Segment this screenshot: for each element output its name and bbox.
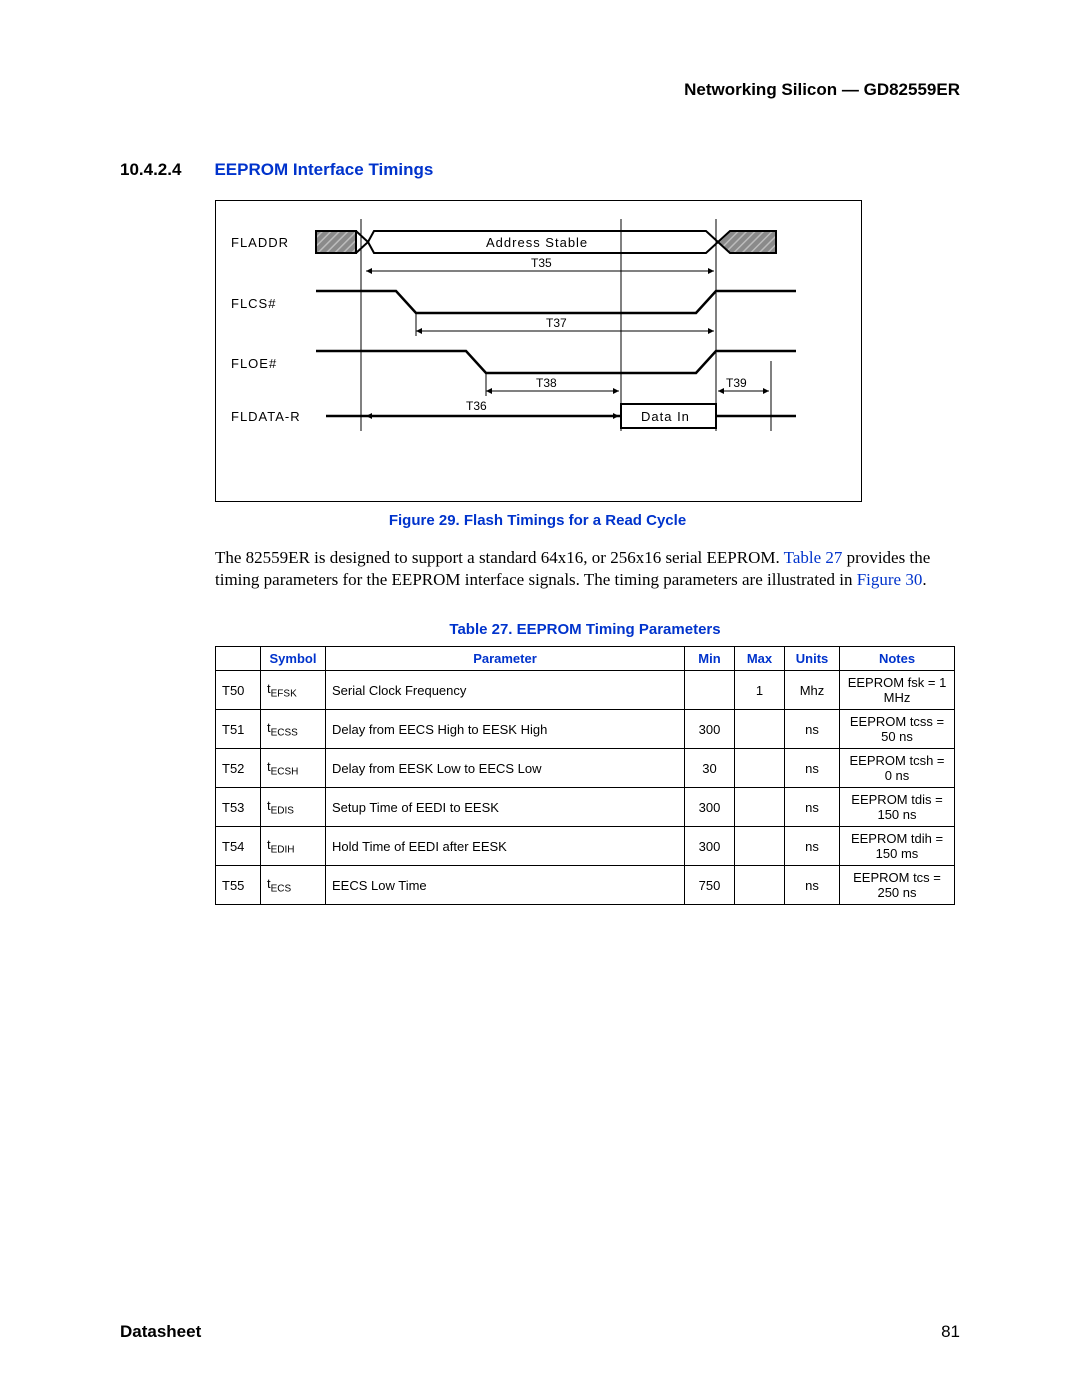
signal-label-floe: FLOE# (231, 356, 277, 371)
cell-symbol: tEDIS (261, 788, 326, 827)
cell-min (685, 671, 735, 710)
figure-caption: Figure 29. Flash Timings for a Read Cycl… (215, 512, 860, 529)
cell-param: EECS Low Time (326, 866, 685, 905)
cell-min: 300 (685, 788, 735, 827)
cell-units: ns (785, 866, 840, 905)
cell-symbol: tECSS (261, 710, 326, 749)
cell-param: Setup Time of EEDI to EESK (326, 788, 685, 827)
cell-id: T53 (216, 788, 261, 827)
address-stable-label: Address Stable (486, 235, 588, 250)
cell-param: Delay from EESK Low to EECS Low (326, 749, 685, 788)
cell-id: T55 (216, 866, 261, 905)
th-blank (216, 647, 261, 671)
cell-id: T54 (216, 827, 261, 866)
cell-units: ns (785, 827, 840, 866)
th-min: Min (685, 647, 735, 671)
cell-notes: EEPROM tcss = 50 ns (840, 710, 955, 749)
footer-right: 81 (941, 1322, 960, 1342)
eeprom-timing-table: Symbol Parameter Min Max Units Notes T50… (215, 646, 955, 905)
link-figure30[interactable]: Figure 30 (857, 570, 923, 589)
section-number: 10.4.2.4 (120, 160, 210, 180)
table-row: T50tEFSKSerial Clock Frequency 1MhzEEPROM… (216, 671, 955, 710)
cell-units: ns (785, 788, 840, 827)
cell-id: T51 (216, 710, 261, 749)
cell-notes: EEPROM tdis = 150 ns (840, 788, 955, 827)
timing-diagram: FLADDR FLCS# FLOE# FLDATA-R Address Stab… (215, 200, 862, 502)
cell-units: Mhz (785, 671, 840, 710)
cell-param: Hold Time of EEDI after EESK (326, 827, 685, 866)
section-title: EEPROM Interface Timings (214, 160, 433, 180)
table-header-row: Symbol Parameter Min Max Units Notes (216, 647, 955, 671)
table-caption: Table 27. EEPROM Timing Parameters (215, 621, 955, 638)
section-heading: 10.4.2.4 EEPROM Interface Timings (120, 160, 960, 180)
cell-notes: EEPROM tcs = 250 ns (840, 866, 955, 905)
cell-max (735, 788, 785, 827)
table-row: T51tECSSDelay from EECS High to EESK Hig… (216, 710, 955, 749)
t38-label: T38 (536, 376, 557, 390)
cell-symbol: tECS (261, 866, 326, 905)
table-row: T53tEDISSetup Time of EEDI to EESK300 nsE… (216, 788, 955, 827)
t36-label: T36 (466, 399, 487, 413)
signal-label-fldata: FLDATA-R (231, 409, 301, 424)
body-paragraph: The 82559ER is designed to support a sta… (215, 547, 955, 591)
cell-symbol: tEFSK (261, 671, 326, 710)
signal-label-flcs: FLCS# (231, 296, 276, 311)
cell-units: ns (785, 749, 840, 788)
cell-param: Serial Clock Frequency (326, 671, 685, 710)
cell-symbol: tECSH (261, 749, 326, 788)
table-row: T54tEDIHHold Time of EEDI after EESK300 n… (216, 827, 955, 866)
cell-notes: EEPROM fsk = 1 MHz (840, 671, 955, 710)
cell-notes: EEPROM tdih = 150 ms (840, 827, 955, 866)
cell-id: T50 (216, 671, 261, 710)
th-notes: Notes (840, 647, 955, 671)
th-symbol: Symbol (261, 647, 326, 671)
link-table27[interactable]: Table 27 (784, 548, 843, 567)
cell-units: ns (785, 710, 840, 749)
cell-symbol: tEDIH (261, 827, 326, 866)
page-header: Networking Silicon — GD82559ER (120, 80, 960, 100)
th-parameter: Parameter (326, 647, 685, 671)
cell-notes: EEPROM tcsh = 0 ns (840, 749, 955, 788)
cell-max (735, 827, 785, 866)
body-text-1a: The 82559ER is designed to support a sta… (215, 548, 784, 567)
table-row: T55tECSEECS Low Time750 nsEEPROM tcs = 25… (216, 866, 955, 905)
cell-min: 750 (685, 866, 735, 905)
cell-param: Delay from EECS High to EESK High (326, 710, 685, 749)
th-max: Max (735, 647, 785, 671)
cell-max (735, 710, 785, 749)
footer-left: Datasheet (120, 1322, 201, 1342)
t37-label: T37 (546, 316, 567, 330)
page-footer: Datasheet 81 (120, 1322, 960, 1342)
cell-id: T52 (216, 749, 261, 788)
signal-label-fladdr: FLADDR (231, 235, 289, 250)
body-text-1c: . (922, 570, 926, 589)
cell-min: 300 (685, 710, 735, 749)
cell-min: 300 (685, 827, 735, 866)
cell-max (735, 866, 785, 905)
table-row: T52tECSHDelay from EESK Low to EECS Low3… (216, 749, 955, 788)
t39-label: T39 (726, 376, 747, 390)
data-in-label: Data In (641, 409, 690, 424)
page: Networking Silicon — GD82559ER 10.4.2.4 … (0, 0, 1080, 1397)
cell-min: 30 (685, 749, 735, 788)
th-units: Units (785, 647, 840, 671)
cell-max: 1 (735, 671, 785, 710)
cell-max (735, 749, 785, 788)
t35-label: T35 (531, 256, 552, 270)
